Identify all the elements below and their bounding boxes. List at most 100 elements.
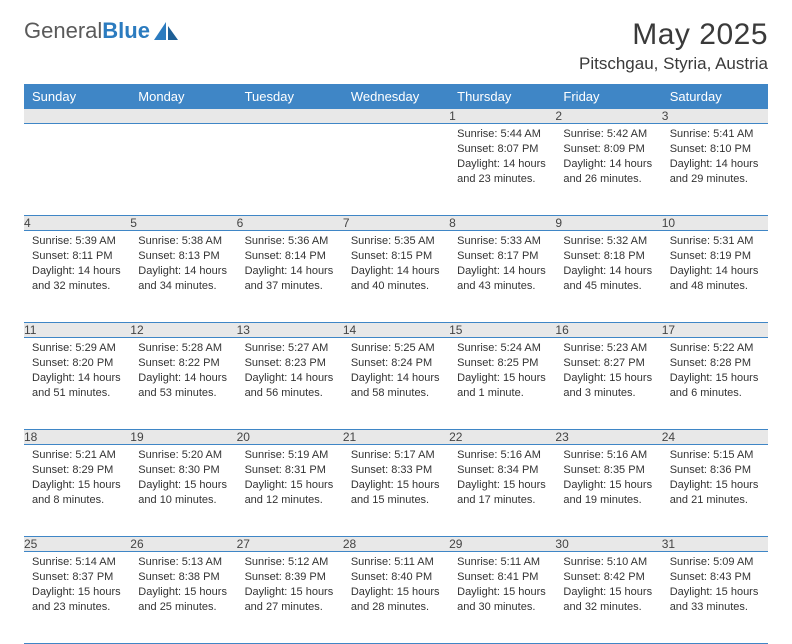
daylight-line: Daylight: 15 hours and 1 minute. [457, 371, 547, 401]
daylight-line: Daylight: 15 hours and 30 minutes. [457, 585, 547, 615]
day-details: Sunrise: 5:27 AMSunset: 8:23 PMDaylight:… [237, 338, 343, 406]
sunset-line: Sunset: 8:42 PM [563, 570, 653, 585]
day-details: Sunrise: 5:42 AMSunset: 8:09 PMDaylight:… [555, 124, 661, 192]
sunrise-line: Sunrise: 5:28 AM [138, 341, 228, 356]
day-number-cell: 1 [449, 109, 555, 124]
day-number-cell: 13 [237, 323, 343, 338]
sunrise-line: Sunrise: 5:21 AM [32, 448, 122, 463]
day-number: 19 [130, 430, 143, 444]
daylight-line: Daylight: 14 hours and 37 minutes. [245, 264, 335, 294]
day-number-cell [237, 109, 343, 124]
sunrise-line: Sunrise: 5:17 AM [351, 448, 441, 463]
sunset-line: Sunset: 8:20 PM [32, 356, 122, 371]
day-cell: Sunrise: 5:09 AMSunset: 8:43 PMDaylight:… [662, 552, 768, 644]
sunset-line: Sunset: 8:33 PM [351, 463, 441, 478]
logo-part2: Blue [102, 18, 150, 43]
day-number-cell: 30 [555, 537, 661, 552]
day-number: 25 [24, 537, 37, 551]
day-number-cell: 3 [662, 109, 768, 124]
sunset-line: Sunset: 8:28 PM [670, 356, 760, 371]
sunset-line: Sunset: 8:36 PM [670, 463, 760, 478]
day-number: 22 [449, 430, 462, 444]
daylight-line: Daylight: 15 hours and 33 minutes. [670, 585, 760, 615]
sunrise-line: Sunrise: 5:35 AM [351, 234, 441, 249]
weekday-header: Sunday [24, 84, 130, 109]
sunrise-line: Sunrise: 5:25 AM [351, 341, 441, 356]
sunset-line: Sunset: 8:30 PM [138, 463, 228, 478]
logo-text: GeneralBlue [24, 18, 150, 44]
daylight-line: Daylight: 15 hours and 15 minutes. [351, 478, 441, 508]
calendar-body: 123Sunrise: 5:44 AMSunset: 8:07 PMDaylig… [24, 109, 768, 644]
day-number-cell: 25 [24, 537, 130, 552]
day-cell: Sunrise: 5:16 AMSunset: 8:35 PMDaylight:… [555, 445, 661, 537]
sunrise-line: Sunrise: 5:10 AM [563, 555, 653, 570]
day-cell: Sunrise: 5:27 AMSunset: 8:23 PMDaylight:… [237, 338, 343, 430]
sunrise-line: Sunrise: 5:15 AM [670, 448, 760, 463]
day-number-cell: 26 [130, 537, 236, 552]
day-number: 12 [130, 323, 143, 337]
daylight-line: Daylight: 14 hours and 45 minutes. [563, 264, 653, 294]
day-number: 15 [449, 323, 462, 337]
sunrise-line: Sunrise: 5:22 AM [670, 341, 760, 356]
sunrise-line: Sunrise: 5:09 AM [670, 555, 760, 570]
day-number: 31 [662, 537, 675, 551]
day-number-cell: 29 [449, 537, 555, 552]
sunrise-line: Sunrise: 5:11 AM [457, 555, 547, 570]
sunset-line: Sunset: 8:35 PM [563, 463, 653, 478]
day-details: Sunrise: 5:31 AMSunset: 8:19 PMDaylight:… [662, 231, 768, 299]
sunrise-line: Sunrise: 5:19 AM [245, 448, 335, 463]
day-cell: Sunrise: 5:21 AMSunset: 8:29 PMDaylight:… [24, 445, 130, 537]
sunset-line: Sunset: 8:18 PM [563, 249, 653, 264]
day-content-row: Sunrise: 5:29 AMSunset: 8:20 PMDaylight:… [24, 338, 768, 430]
day-number-cell: 12 [130, 323, 236, 338]
month-title: May 2025 [579, 18, 768, 52]
day-cell [130, 124, 236, 216]
day-number: 18 [24, 430, 37, 444]
day-cell: Sunrise: 5:44 AMSunset: 8:07 PMDaylight:… [449, 124, 555, 216]
daylight-line: Daylight: 15 hours and 23 minutes. [32, 585, 122, 615]
day-content-row: Sunrise: 5:14 AMSunset: 8:37 PMDaylight:… [24, 552, 768, 644]
day-details: Sunrise: 5:44 AMSunset: 8:07 PMDaylight:… [449, 124, 555, 192]
day-number-cell: 14 [343, 323, 449, 338]
day-number-cell: 2 [555, 109, 661, 124]
sunrise-line: Sunrise: 5:44 AM [457, 127, 547, 142]
daylight-line: Daylight: 14 hours and 51 minutes. [32, 371, 122, 401]
sunset-line: Sunset: 8:23 PM [245, 356, 335, 371]
day-number: 27 [237, 537, 250, 551]
day-details: Sunrise: 5:11 AMSunset: 8:41 PMDaylight:… [449, 552, 555, 620]
sunrise-line: Sunrise: 5:31 AM [670, 234, 760, 249]
sunset-line: Sunset: 8:11 PM [32, 249, 122, 264]
logo-part1: General [24, 18, 102, 43]
day-cell: Sunrise: 5:20 AMSunset: 8:30 PMDaylight:… [130, 445, 236, 537]
day-cell: Sunrise: 5:32 AMSunset: 8:18 PMDaylight:… [555, 231, 661, 323]
weekday-header: Wednesday [343, 84, 449, 109]
day-cell: Sunrise: 5:29 AMSunset: 8:20 PMDaylight:… [24, 338, 130, 430]
daylight-line: Daylight: 14 hours and 53 minutes. [138, 371, 228, 401]
day-details: Sunrise: 5:23 AMSunset: 8:27 PMDaylight:… [555, 338, 661, 406]
day-details: Sunrise: 5:19 AMSunset: 8:31 PMDaylight:… [237, 445, 343, 513]
day-cell: Sunrise: 5:39 AMSunset: 8:11 PMDaylight:… [24, 231, 130, 323]
day-number-cell: 4 [24, 216, 130, 231]
daylight-line: Daylight: 14 hours and 43 minutes. [457, 264, 547, 294]
day-details: Sunrise: 5:15 AMSunset: 8:36 PMDaylight:… [662, 445, 768, 513]
day-content-row: Sunrise: 5:21 AMSunset: 8:29 PMDaylight:… [24, 445, 768, 537]
day-number-cell: 27 [237, 537, 343, 552]
day-number: 23 [555, 430, 568, 444]
daylight-line: Daylight: 15 hours and 25 minutes. [138, 585, 228, 615]
day-number-row: 11121314151617 [24, 323, 768, 338]
day-number-cell [343, 109, 449, 124]
day-cell: Sunrise: 5:38 AMSunset: 8:13 PMDaylight:… [130, 231, 236, 323]
day-cell: Sunrise: 5:13 AMSunset: 8:38 PMDaylight:… [130, 552, 236, 644]
day-cell: Sunrise: 5:35 AMSunset: 8:15 PMDaylight:… [343, 231, 449, 323]
day-number-row: 18192021222324 [24, 430, 768, 445]
day-cell [24, 124, 130, 216]
day-number-cell: 18 [24, 430, 130, 445]
sunset-line: Sunset: 8:24 PM [351, 356, 441, 371]
sunrise-line: Sunrise: 5:24 AM [457, 341, 547, 356]
calendar-table: SundayMondayTuesdayWednesdayThursdayFrid… [24, 84, 768, 644]
sunset-line: Sunset: 8:34 PM [457, 463, 547, 478]
day-cell: Sunrise: 5:11 AMSunset: 8:41 PMDaylight:… [449, 552, 555, 644]
day-number-row: 123 [24, 109, 768, 124]
day-number-row: 25262728293031 [24, 537, 768, 552]
daylight-line: Daylight: 15 hours and 6 minutes. [670, 371, 760, 401]
